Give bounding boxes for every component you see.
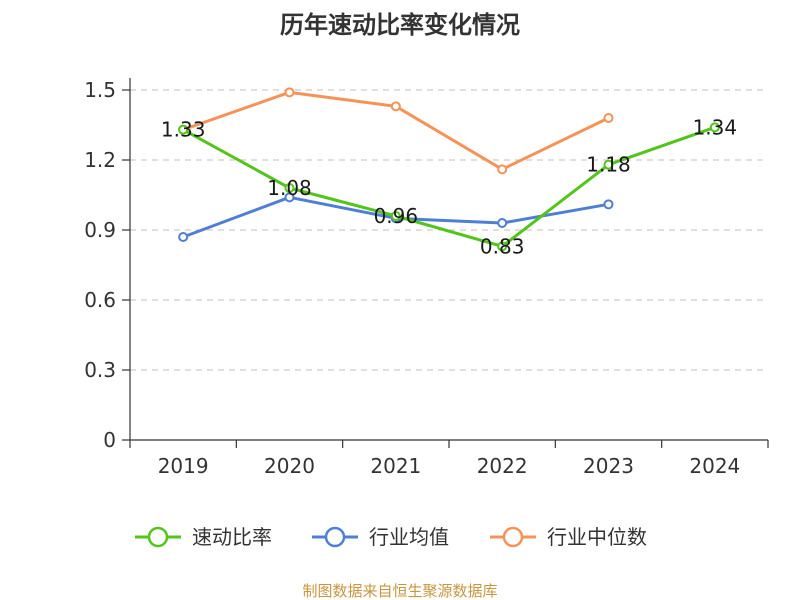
data-labels: 1.33 1.08 0.96 0.83 1.18 1.34 — [161, 115, 737, 258]
axes: 0 0.3 0.6 0.9 1.2 1.5 2019 2020 2021 2022 2023 2024 — [84, 78, 769, 478]
legend-label: 行业中位数 — [547, 525, 647, 549]
data-label: 1.33 — [161, 118, 206, 142]
x-tick-label: 2021 — [370, 454, 421, 478]
data-label: 1.08 — [267, 176, 312, 200]
data-point — [709, 122, 720, 133]
data-point — [497, 218, 508, 228]
legend-marker — [502, 526, 524, 548]
data-point — [497, 164, 508, 175]
series-line — [181, 125, 717, 248]
legend-marker — [324, 526, 346, 548]
x-tick-label: 2024 — [689, 454, 740, 478]
legend-marker — [147, 526, 169, 548]
data-label: 0.83 — [480, 234, 525, 258]
y-tick-label: 0.6 — [84, 288, 116, 312]
y-tick-label: 1.2 — [84, 148, 116, 172]
legend-label: 速动比率 — [192, 525, 272, 549]
x-tick-label: 2020 — [264, 454, 315, 478]
data-label: 1.34 — [693, 115, 738, 139]
y-tick-label: 1.5 — [84, 78, 116, 102]
data-label: 0.96 — [374, 204, 419, 228]
x-tick-label: 2019 — [158, 454, 209, 478]
data-point — [497, 241, 508, 252]
data-point — [178, 124, 189, 135]
data-point — [603, 199, 614, 210]
y-tick-label: 0 — [103, 428, 116, 452]
data-point — [178, 232, 189, 242]
y-tick-label: 0.9 — [84, 218, 116, 242]
data-point — [390, 211, 401, 221]
y-tick-label: 0.3 — [84, 358, 116, 382]
source-footer: 制图数据来自恒生聚源数据库 — [302, 582, 497, 600]
data-point — [284, 183, 295, 193]
legend-label: 行业均值 — [369, 525, 449, 549]
data-label: 1.18 — [586, 153, 631, 177]
legend: 速动比率 行业均值 行业中位数 — [135, 525, 647, 549]
chart-title: 历年速动比率变化情况 — [280, 11, 520, 39]
x-tick-label: 2023 — [583, 454, 634, 478]
x-tick-label: 2022 — [477, 454, 528, 478]
data-point — [603, 113, 614, 123]
data-point — [284, 192, 295, 203]
series — [178, 87, 720, 252]
data-point — [603, 159, 614, 170]
data-point — [284, 87, 295, 98]
data-point — [390, 101, 401, 112]
